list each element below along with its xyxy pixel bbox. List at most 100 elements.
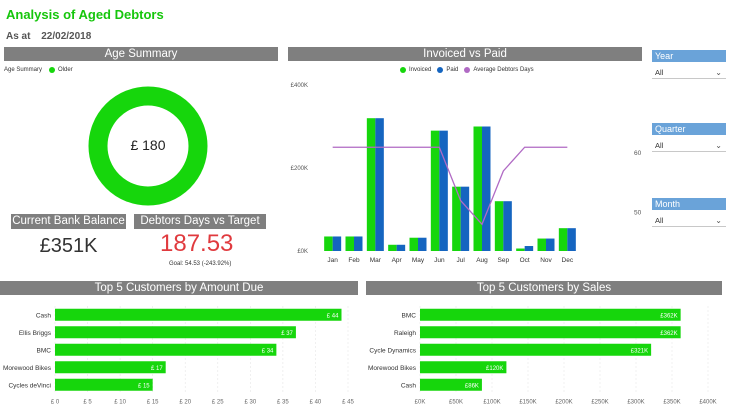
x-tick-label: £ 5 <box>83 400 92 406</box>
year-slicer[interactable]: Year All ⌄ <box>652 50 726 79</box>
bar[interactable] <box>55 343 277 356</box>
data-label: £86K <box>465 383 479 389</box>
category-label: Morewood Bikes <box>368 365 417 372</box>
bar[interactable] <box>420 378 482 391</box>
y2-tick-label: 50 <box>634 209 642 216</box>
bar[interactable] <box>420 308 681 321</box>
as-at-line: As at 22/02/2018 <box>6 31 91 42</box>
bar[interactable] <box>420 361 507 374</box>
bar-invoiced[interactable] <box>516 248 525 251</box>
x-tick-label: Jun <box>434 257 445 264</box>
bar-paid[interactable] <box>567 228 576 251</box>
category-label: Cash <box>36 312 52 319</box>
bar[interactable] <box>55 308 342 321</box>
bar[interactable] <box>420 326 681 339</box>
month-dropdown[interactable]: All ⌄ <box>652 214 726 227</box>
x-tick-label: £ 30 <box>244 400 256 406</box>
bar-invoiced[interactable] <box>388 244 397 251</box>
x-tick-label: £ 20 <box>179 400 191 406</box>
age-summary-header: Age Summary <box>4 47 278 61</box>
category-label: Cash <box>401 382 417 389</box>
sales-chart[interactable]: £0K £50K £100K £150K £200K £250K £300K £350K £40… <box>366 300 728 410</box>
x-tick-label: £150K <box>519 400 536 406</box>
invoiced-vs-paid-header: Invoiced vs Paid <box>288 47 642 61</box>
legend-item-older: Older <box>58 67 73 73</box>
data-label: £ 34 <box>262 348 274 354</box>
category-label: Raleigh <box>394 330 416 337</box>
x-tick-label: £350K <box>663 400 680 406</box>
bar-paid[interactable] <box>375 118 384 251</box>
bar-paid[interactable] <box>546 238 555 251</box>
legend-invoiced-icon <box>400 67 406 73</box>
invoiced-vs-paid-chart[interactable]: £0K £200K £400K 50 60 Jan Feb Mar Apr May Jun Jul Au… <box>288 75 642 270</box>
data-label: £ 44 <box>327 313 339 319</box>
year-selected-value: All <box>655 67 664 77</box>
bar-invoiced[interactable] <box>558 228 568 251</box>
x-tick-label: £400K <box>699 400 716 406</box>
quarter-slicer-label: Quarter <box>652 123 726 135</box>
bar-paid[interactable] <box>503 201 512 251</box>
bar-paid[interactable] <box>482 126 491 252</box>
data-label: £120K <box>486 366 503 372</box>
bar-invoiced[interactable] <box>409 237 419 251</box>
bar-invoiced[interactable] <box>324 236 333 251</box>
x-tick-label: £ 45 <box>342 400 354 406</box>
x-tick-label: £ 40 <box>310 400 322 406</box>
data-label: £362K <box>660 331 677 337</box>
as-at-date: 22/02/2018 <box>41 31 92 42</box>
x-tick-label: £ 35 <box>277 400 289 406</box>
bar-paid[interactable] <box>460 186 470 251</box>
x-tick-label: Oct <box>520 257 530 264</box>
x-tick-label: Nov <box>540 257 552 264</box>
x-tick-label: £ 25 <box>212 400 224 406</box>
amount-due-header: Top 5 Customers by Amount Due <box>0 281 358 295</box>
quarter-dropdown[interactable]: All ⌄ <box>652 139 726 152</box>
bar-paid[interactable] <box>524 246 534 251</box>
x-tick-label: Mar <box>370 257 382 264</box>
month-selected-value: All <box>655 215 664 225</box>
age-summary-donut[interactable] <box>88 86 208 206</box>
quarter-slicer[interactable]: Quarter All ⌄ <box>652 123 726 152</box>
category-label: BMC <box>402 312 417 319</box>
bar-paid[interactable] <box>354 236 363 251</box>
bar[interactable] <box>55 326 296 339</box>
bar-paid[interactable] <box>439 130 448 251</box>
debtor-days-header: Debtors Days vs Target <box>134 214 266 229</box>
bar-invoiced[interactable] <box>430 130 440 251</box>
amount-due-chart[interactable]: £ 0 £ 5 £ 10 £ 15 £ 20 £ 25 £ 30 £ 35 £ 40 £ 45 Ca… <box>0 300 360 410</box>
bar-paid[interactable] <box>396 244 406 251</box>
month-slicer[interactable]: Month All ⌄ <box>652 198 726 227</box>
x-tick-label: Jul <box>457 257 466 264</box>
bar-invoiced[interactable] <box>366 118 376 251</box>
bar-invoiced[interactable] <box>473 126 483 252</box>
legend-avg-days-icon <box>464 67 471 73</box>
debtor-days-goal: Goal: 54.53 (-243.92%) <box>169 261 232 267</box>
x-tick-label: £ 0 <box>51 400 60 406</box>
y2-tick-label: 60 <box>634 150 642 157</box>
bar[interactable] <box>55 378 153 391</box>
x-tick-label: £200K <box>555 400 572 406</box>
bar-invoiced[interactable] <box>494 201 504 251</box>
bar-invoiced[interactable] <box>452 186 461 251</box>
donut-slice-older[interactable] <box>88 86 208 206</box>
bar[interactable] <box>55 361 166 374</box>
y-tick-label: £200K <box>291 166 308 172</box>
bar-invoiced[interactable] <box>537 238 547 251</box>
x-tick-label: £ 15 <box>147 400 159 406</box>
bar-invoiced[interactable] <box>345 236 355 251</box>
legend-paid-icon <box>437 67 444 73</box>
month-slicer-label: Month <box>652 198 726 210</box>
x-tick-label: £0K <box>415 400 426 406</box>
bar-paid[interactable] <box>332 236 342 251</box>
bar-paid[interactable] <box>418 237 427 251</box>
donut-center-value: £ 180 <box>130 137 166 153</box>
chevron-down-icon: ⌄ <box>715 67 722 77</box>
x-tick-label: £300K <box>627 400 644 406</box>
x-tick-label: May <box>412 257 425 264</box>
sales-header: Top 5 Customers by Sales <box>366 281 722 295</box>
year-dropdown[interactable]: All ⌄ <box>652 66 726 79</box>
bar[interactable] <box>420 343 652 356</box>
page-title: Analysis of Aged Debtors <box>6 7 164 22</box>
y-tick-label: £0K <box>297 249 308 255</box>
data-label: £ 37 <box>281 331 293 337</box>
